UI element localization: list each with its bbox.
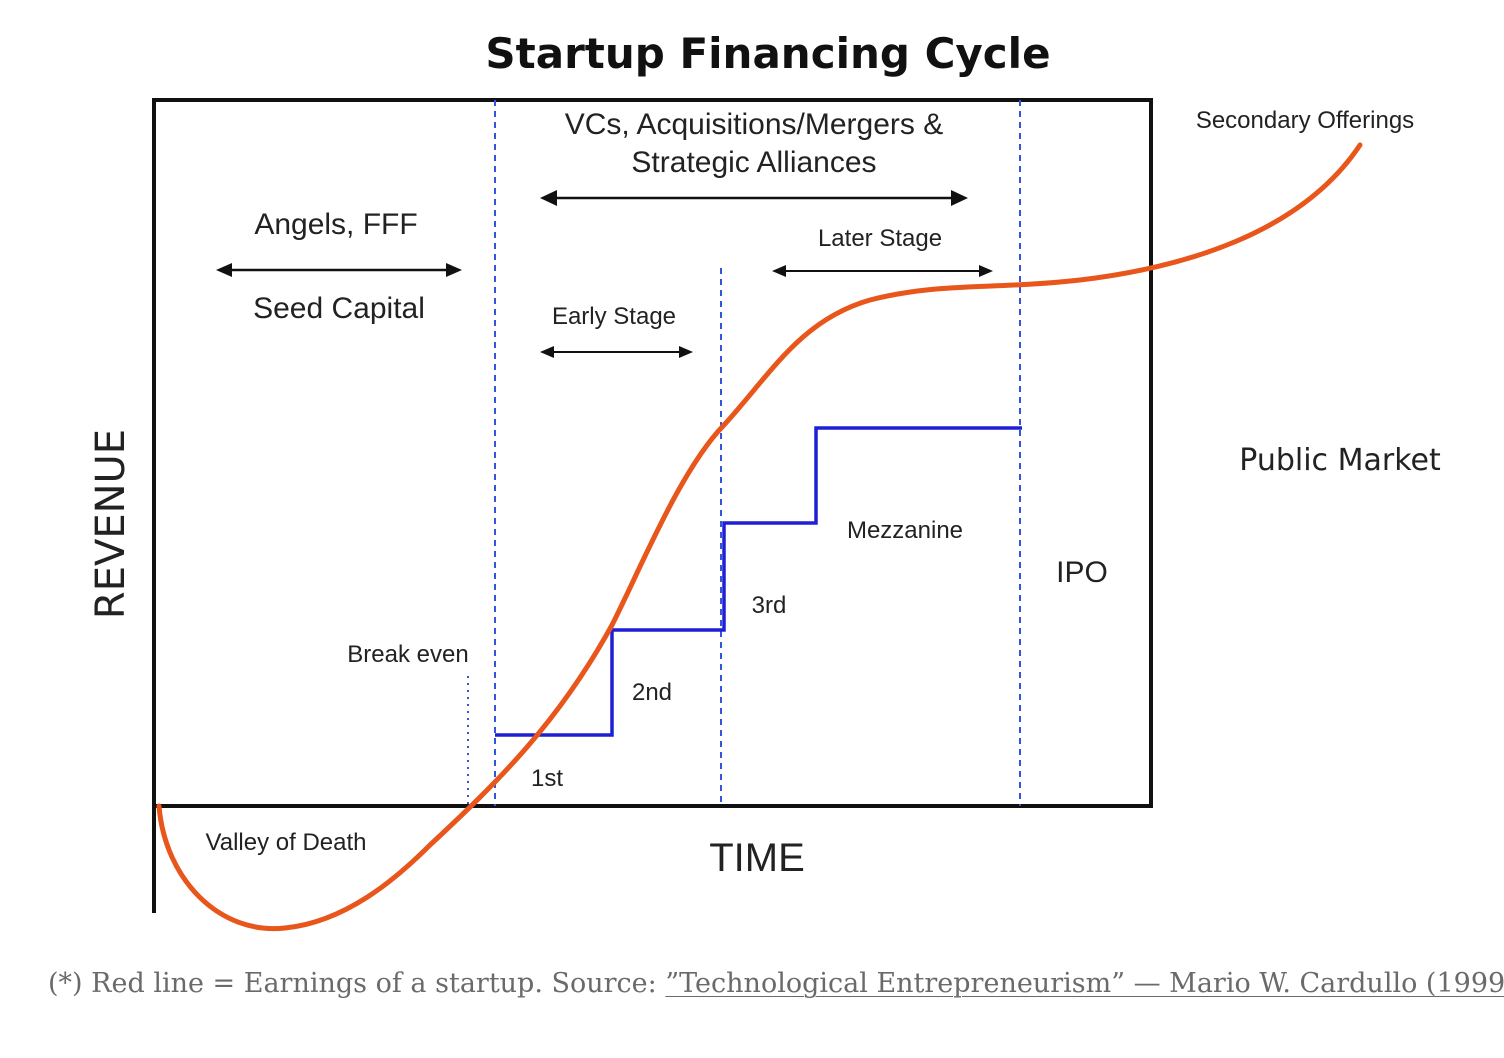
source-link[interactable]: ”Technological Entrepreneurism” — Mario … [665,968,1504,999]
financing-cycle-diagram: Startup Financing Cycle Angels, FFF Seed… [88,29,1441,932]
seed-capital-label: Seed Capital [253,292,425,325]
early-stage-label: Early Stage [552,303,676,330]
valley-of-death-label: Valley of Death [206,829,367,856]
secondary-offerings-label: Secondary Offerings [1196,107,1414,134]
arrow-early-stage [540,346,693,358]
public-market-label: Public Market [1239,443,1441,478]
earnings-curve [156,142,1363,932]
chart-frame [152,98,1153,808]
figure-caption: (*) Red line = Earnings of a startup. So… [48,968,1504,999]
ipo-label: IPO [1056,556,1108,589]
arrow-angels-seed [216,263,462,277]
later-stage-label: Later Stage [818,225,942,252]
break-even-label: Break even [347,641,468,668]
x-axis-label: TIME [709,836,805,880]
mezzanine-label: Mezzanine [847,517,963,544]
vc-label-line1: VCs, Acquisitions/Mergers & [565,108,943,141]
y-axis-label: REVENUE [88,429,134,619]
diagram-title: Startup Financing Cycle [485,29,1050,78]
angels-fff-label: Angels, FFF [254,208,417,241]
round-2nd-label: 2nd [632,679,672,706]
round-1st-label: 1st [531,765,563,792]
vc-label-line2: Strategic Alliances [631,146,876,179]
funding-rounds-steps [495,426,1022,737]
arrow-later-stage [772,265,993,277]
caption-text: (*) Red line = Earnings of a startup. So… [48,968,666,999]
arrow-vc [540,190,968,206]
round-3rd-label: 3rd [752,592,787,619]
